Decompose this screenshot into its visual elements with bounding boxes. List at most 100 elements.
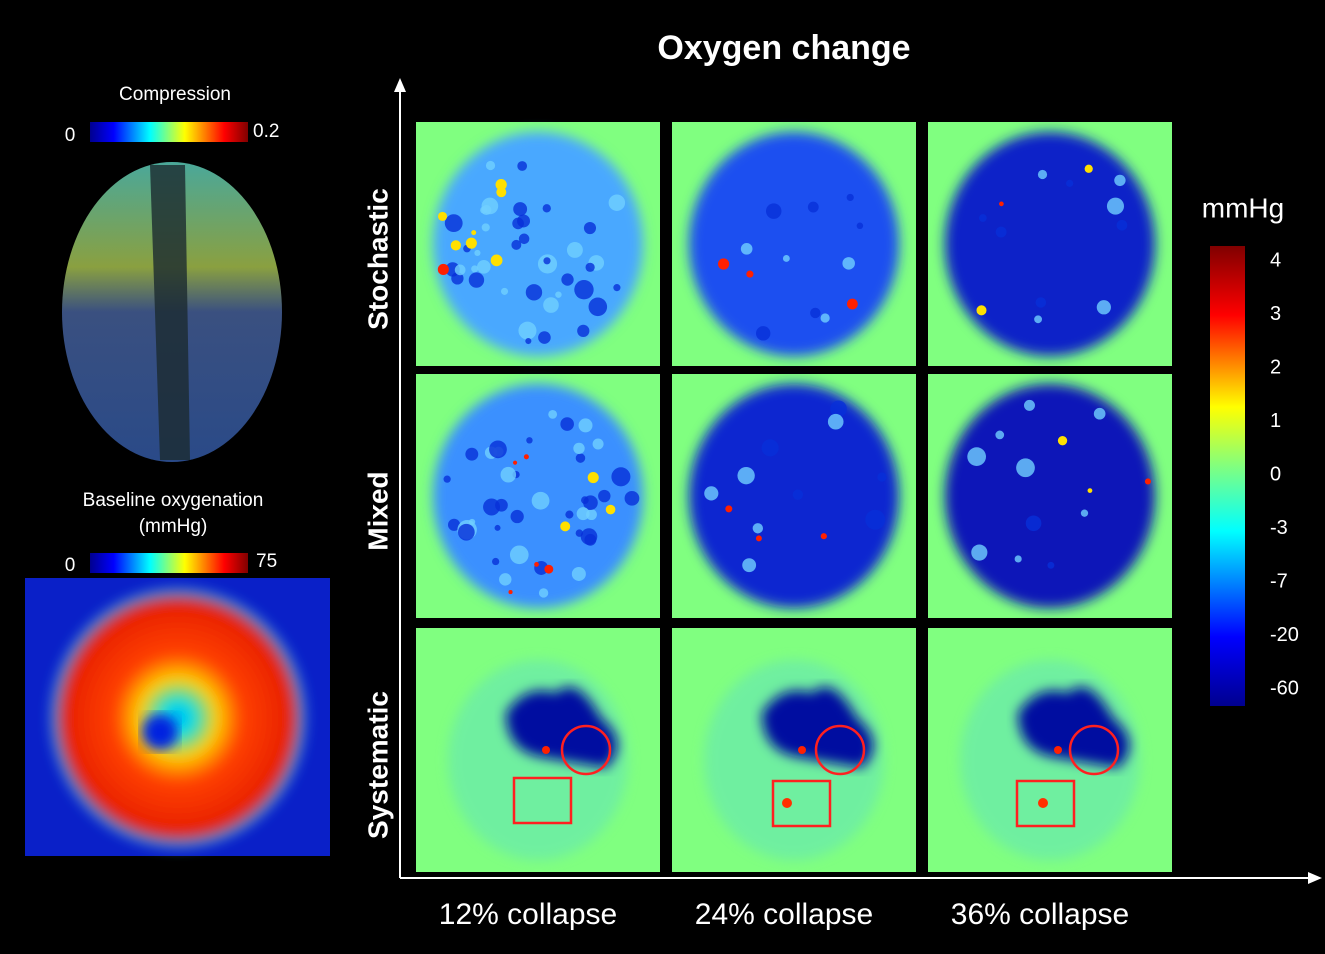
- spot: [525, 284, 543, 301]
- panel: [928, 628, 1172, 872]
- spot: [846, 193, 854, 202]
- marker-square: [512, 776, 573, 825]
- spot: [877, 472, 887, 482]
- hot-spot: [605, 504, 616, 515]
- spot: [583, 221, 597, 235]
- hot-spot: [755, 535, 762, 542]
- hot-spot: [544, 564, 554, 574]
- spot: [543, 297, 559, 313]
- spot: [481, 223, 490, 232]
- column-label: 36% collapse: [951, 898, 1129, 931]
- hot-spot: [798, 746, 806, 754]
- spot: [782, 255, 790, 262]
- hot-spot: [490, 254, 503, 267]
- baseline-max: 75: [256, 551, 277, 572]
- panel: [928, 122, 1172, 366]
- spot: [574, 280, 594, 300]
- hot-spot: [523, 454, 529, 460]
- spot: [995, 430, 1005, 440]
- hot-spot: [450, 240, 461, 251]
- hot-spot: [534, 562, 539, 567]
- hot-spot: [1087, 488, 1093, 493]
- spot: [792, 489, 804, 500]
- spot: [761, 439, 779, 457]
- spot: [765, 203, 782, 219]
- hot-spot: [437, 263, 449, 276]
- panel: [928, 374, 1172, 618]
- spot: [468, 272, 485, 288]
- spot: [971, 544, 988, 561]
- marker-square: [771, 779, 832, 828]
- spot: [592, 438, 604, 450]
- baseline-core: [142, 714, 178, 750]
- spot: [566, 242, 583, 258]
- spot: [740, 243, 753, 255]
- hot-spot: [725, 505, 733, 513]
- spot: [1106, 197, 1124, 215]
- spot: [543, 257, 551, 265]
- tumor: [689, 132, 899, 356]
- compression-label: Compression: [119, 84, 231, 105]
- row-label: Mixed: [362, 471, 393, 550]
- panel: [672, 122, 916, 366]
- spot: [613, 284, 621, 292]
- spot: [842, 257, 855, 270]
- spot: [575, 453, 586, 463]
- spot: [1047, 561, 1055, 569]
- hot-spot: [1038, 798, 1048, 808]
- spot: [830, 400, 847, 418]
- spot: [1016, 458, 1035, 478]
- row-label: Stochastic: [362, 188, 393, 330]
- spot: [624, 490, 640, 506]
- panel: [672, 628, 916, 872]
- hot-spot: [437, 211, 448, 221]
- spot: [995, 226, 1007, 238]
- spot: [471, 265, 479, 273]
- hot-spot: [1144, 478, 1152, 485]
- spot: [978, 214, 987, 222]
- column-label: 12% collapse: [439, 898, 617, 931]
- spot: [517, 161, 528, 171]
- hot-spot: [846, 298, 858, 310]
- spot: [447, 518, 461, 531]
- spot: [611, 467, 631, 487]
- spot: [525, 337, 532, 345]
- spot: [1034, 315, 1043, 324]
- marker-square: [1015, 779, 1076, 828]
- spot: [578, 418, 593, 433]
- spot: [1014, 555, 1022, 563]
- spot: [561, 273, 574, 286]
- spot: [608, 194, 626, 211]
- spot: [756, 326, 771, 341]
- row-label: Systematic: [362, 691, 393, 839]
- spot: [538, 588, 549, 598]
- spot: [457, 523, 475, 541]
- panel: [416, 122, 660, 366]
- spot: [526, 437, 533, 444]
- spot: [1024, 399, 1035, 411]
- spot: [531, 491, 550, 510]
- baseline-min: 0: [65, 555, 76, 576]
- spot: [542, 204, 551, 213]
- spot: [480, 206, 488, 214]
- spot: [510, 509, 524, 524]
- hot-spot: [465, 237, 477, 249]
- spot: [494, 524, 501, 531]
- spot: [555, 291, 562, 298]
- spot: [580, 528, 598, 545]
- panel: [416, 374, 660, 618]
- marker-circle: [560, 724, 612, 776]
- colorbar-tick: -3: [1270, 517, 1288, 539]
- spot: [474, 249, 481, 256]
- colorbar-tick: -20: [1270, 624, 1299, 646]
- spot: [752, 523, 764, 534]
- spot: [500, 466, 517, 483]
- spot: [538, 331, 551, 344]
- hot-spot: [495, 178, 507, 191]
- spot: [468, 518, 476, 526]
- spot: [477, 260, 491, 274]
- spot: [492, 557, 500, 566]
- spot: [588, 297, 608, 317]
- hot-spot: [1054, 746, 1062, 754]
- collapse-region: [506, 686, 618, 768]
